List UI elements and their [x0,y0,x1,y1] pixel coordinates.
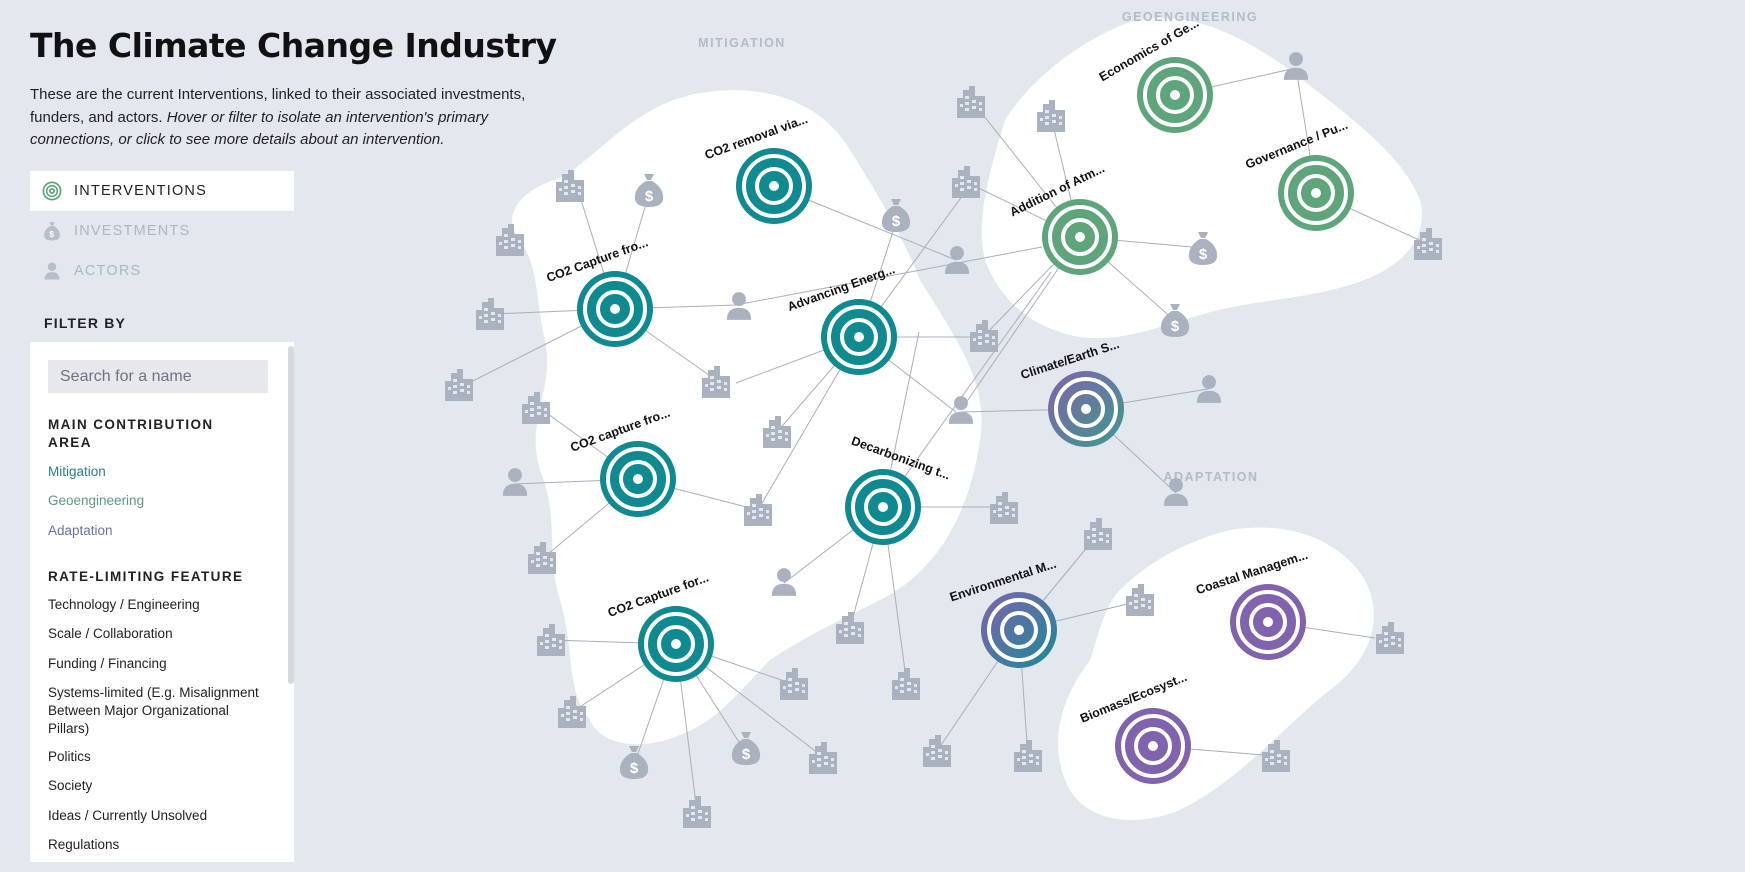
filter-option-funding[interactable]: Funding / Financing [48,656,167,671]
filter-option-mitigation[interactable]: Mitigation [48,464,106,479]
region-label-mitigation: MITIGATION [698,36,786,50]
filter-option-systems-limited[interactable]: Systems-limited (E.g. Misalignment Betwe… [48,685,259,736]
intervention-environmental-m[interactable]: Environmental M... [948,557,1058,668]
filter-option-politics[interactable]: Politics [48,749,91,764]
intro-italic: Hover or filter to isolate an interventi… [30,108,489,149]
company-icon[interactable] [952,166,980,198]
tab-investments[interactable]: $ INVESTMENTS [30,211,294,251]
company-icon[interactable] [1014,740,1042,772]
filter-panel[interactable]: MAIN CONTRIBUTION AREA Mitigation Geoeng… [30,342,294,862]
company-icon[interactable] [528,542,556,574]
search-input[interactable] [48,360,268,393]
person-icon[interactable] [944,246,970,274]
company-icon[interactable] [892,668,920,700]
tab-interventions[interactable]: INTERVENTIONS [30,171,294,211]
company-icon[interactable] [970,320,998,352]
svg-text:$: $ [49,229,54,239]
tab-label: INVESTMENTS [74,223,191,239]
filter-option-society[interactable]: Society [48,778,93,793]
tab-label: INTERVENTIONS [74,183,207,199]
region-label-geoengineering: GEOENGINEERING [1122,10,1258,24]
region-geoengineering-blob [981,18,1422,339]
page-title: The Climate Change Industry [30,26,557,65]
person-icon [42,261,62,281]
filter-option-scale[interactable]: Scale / Collaboration [48,626,173,641]
person-icon[interactable] [1196,375,1222,403]
company-icon[interactable] [1084,518,1112,550]
money-bag-icon[interactable] [881,199,911,232]
tab-label: ACTORS [74,263,142,279]
filter-option-technology[interactable]: Technology / Engineering [48,597,200,612]
company-icon[interactable] [1376,622,1404,654]
filter-option-ideas[interactable]: Ideas / Currently Unsolved [48,808,208,823]
target-icon [42,181,62,201]
money-bag-icon[interactable] [619,746,649,779]
money-bag-icon: $ [42,221,62,241]
company-icon[interactable] [923,735,951,767]
filter-option-geoengineering[interactable]: Geoengineering [48,493,145,508]
filter-scrollbar[interactable] [288,346,294,684]
company-icon[interactable] [683,796,711,828]
company-icon[interactable] [990,492,1018,524]
region-mitigation-blob [512,90,982,745]
view-tabs: INTERVENTIONS $ INVESTMENTS ACTORS [30,171,294,291]
region-label-adaptation: ADAPTATION [1163,470,1258,484]
intro-text: These are the current Interventions, lin… [30,84,550,152]
tab-actors[interactable]: ACTORS [30,251,294,291]
contribution-heading: MAIN CONTRIBUTION AREA [48,417,214,450]
person-icon[interactable] [1283,52,1309,80]
intervention-climate-earth[interactable]: Climate/Earth S... [1019,337,1124,447]
company-icon[interactable] [809,742,837,774]
region-adaptation-blob [1058,527,1374,820]
rate-limiting-heading: RATE-LIMITING FEATURE [48,569,244,584]
company-icon[interactable] [476,298,504,330]
filter-heading: FILTER BY [44,315,127,331]
company-icon[interactable] [537,624,565,656]
company-icon[interactable] [445,369,473,401]
filter-option-adaptation[interactable]: Adaptation [48,523,113,538]
intro-plain: These are the current Interventions, lin… [30,86,526,126]
person-icon[interactable] [502,468,528,496]
company-icon[interactable] [780,668,808,700]
company-icon[interactable] [957,86,985,118]
filter-option-regulations[interactable]: Regulations [48,837,120,852]
